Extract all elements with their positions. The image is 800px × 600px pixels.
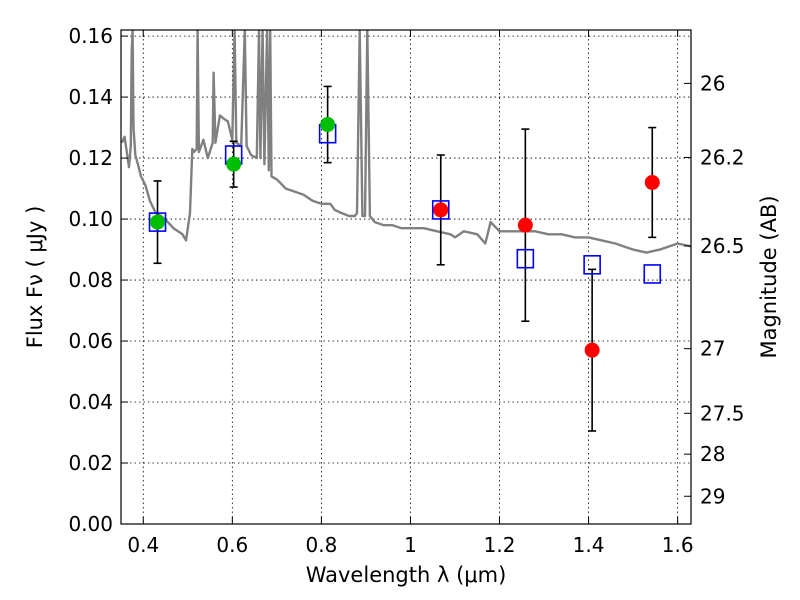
right-axis-tick-label: 29 <box>700 484 725 508</box>
right-axis-label: Magnitude (AB) <box>757 195 781 358</box>
y-axis-label: Flux Fν ( μJy ) <box>23 206 47 349</box>
green-data-point <box>150 214 166 230</box>
right-axis-tick-label: 27.5 <box>700 401 745 425</box>
grid <box>121 30 691 524</box>
y-tick-label: 0.10 <box>68 207 113 231</box>
x-tick-label: 0.6 <box>216 533 248 557</box>
x-tick-label: 1.4 <box>573 533 605 557</box>
green-data-point <box>226 156 242 172</box>
right-axis-tick-label: 27 <box>700 337 725 361</box>
x-tick-label: 0.8 <box>305 533 337 557</box>
x-axis-label: Wavelength λ (μm) <box>306 563 507 587</box>
y-tick-label: 0.00 <box>68 512 113 536</box>
model-flux-square <box>431 200 450 220</box>
right-axis-tick-label: 28 <box>700 442 725 466</box>
model-flux-square <box>148 212 167 232</box>
model-spectrum-line <box>121 30 691 254</box>
model-flux-square <box>516 248 535 269</box>
right-axis-tick-label: 26 <box>700 71 725 95</box>
y-tick-label: 0.12 <box>68 146 113 170</box>
red-data-point <box>584 342 600 358</box>
y-tick-label: 0.14 <box>68 85 113 109</box>
model-flux-square <box>583 255 601 275</box>
y-tick-label: 0.04 <box>68 390 113 414</box>
x-tick-label: 1.2 <box>484 533 516 557</box>
green-data-point <box>320 117 336 133</box>
plot-area <box>121 30 691 432</box>
model-flux-square <box>643 264 662 284</box>
red-data-point <box>644 174 660 190</box>
axis-ticks: 0.4 0.6 0.8 1 1.2 1.4 1.6 0.00 0.02 0.04 0.06 0.08 0… <box>68 24 744 557</box>
right-axis-tick-label: 26.2 <box>700 145 745 169</box>
y-tick-label: 0.08 <box>68 268 113 292</box>
red-data-point <box>433 202 449 218</box>
x-tick-label: 0.4 <box>127 533 159 557</box>
y-tick-label: 0.16 <box>68 24 113 48</box>
x-tick-label: 1.6 <box>662 533 694 557</box>
right-axis-tick-label: 26.5 <box>700 234 745 258</box>
plot-frame <box>120 29 692 525</box>
y-tick-label: 0.02 <box>68 451 113 475</box>
x-tick-label: 1 <box>404 533 417 557</box>
y-tick-label: 0.06 <box>68 329 113 353</box>
red-data-point <box>517 217 533 233</box>
